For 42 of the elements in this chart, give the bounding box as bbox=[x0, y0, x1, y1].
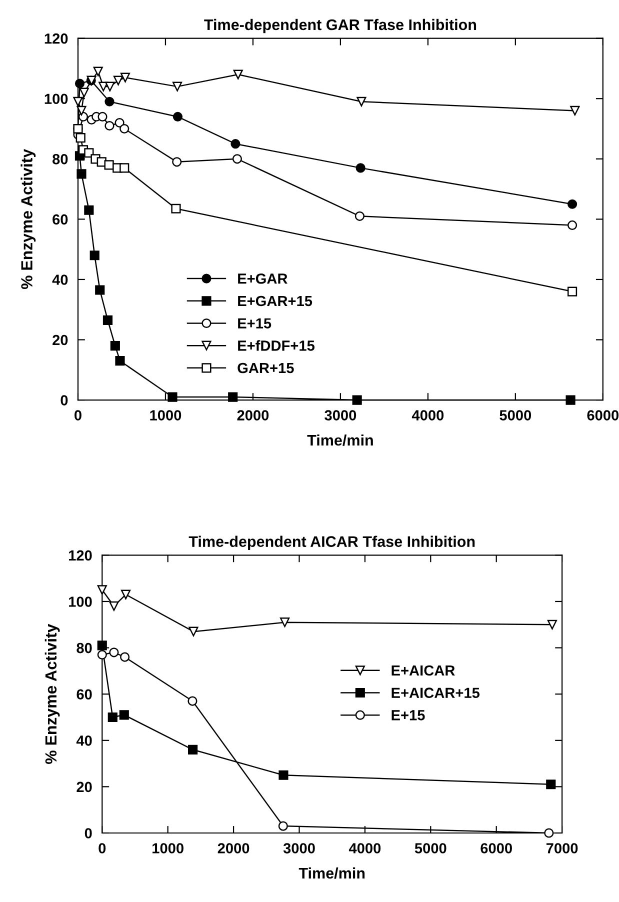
x-tick-label: 3000 bbox=[283, 843, 315, 854]
chart-title: Time-dependent GAR Tfase Inhibition bbox=[204, 18, 476, 34]
y-tick-label: 100 bbox=[44, 94, 68, 104]
x-tick-label: 7000 bbox=[546, 843, 578, 854]
x-tick-label: 5000 bbox=[500, 410, 532, 420]
chart-title: Time-dependent AICAR Tfase Inhibition bbox=[188, 536, 475, 550]
y-axis-title: % Enzyme Activity bbox=[44, 624, 60, 764]
x-tick-label: 1000 bbox=[150, 410, 182, 420]
x-tick-label: 2000 bbox=[218, 843, 250, 854]
legend-label: E+15 bbox=[238, 318, 272, 328]
y-tick-label: 60 bbox=[76, 689, 92, 700]
y-tick-label: 100 bbox=[69, 596, 92, 607]
legend-label: E+fDDF+15 bbox=[238, 340, 315, 351]
legend-label: E+AICAR+15 bbox=[392, 688, 480, 698]
y-tick-label: 0 bbox=[60, 395, 68, 406]
x-tick-label: 6000 bbox=[480, 843, 512, 854]
legend-label: E+AICAR bbox=[392, 665, 455, 676]
x-axis-title: Time/min bbox=[307, 434, 373, 446]
x-tick-label: 0 bbox=[98, 843, 106, 854]
legend-label: E+GAR bbox=[238, 273, 288, 284]
legend-label: E+GAR+15 bbox=[238, 296, 312, 306]
legend-label: E+15 bbox=[392, 710, 425, 720]
y-tick-label: 20 bbox=[52, 334, 68, 346]
x-tick-label: 6000 bbox=[587, 410, 619, 420]
x-tick-label: 1000 bbox=[152, 843, 184, 854]
y-tick-label: 40 bbox=[52, 274, 68, 285]
y-tick-label: 60 bbox=[52, 214, 68, 225]
y-tick-label: 20 bbox=[76, 782, 92, 792]
y-axis-title: % Enzyme Activity bbox=[20, 149, 36, 290]
x-tick-label: 5000 bbox=[414, 843, 446, 854]
x-tick-label: 4000 bbox=[348, 843, 381, 854]
y-tick-label: 120 bbox=[69, 550, 92, 561]
y-tick-label: 120 bbox=[44, 33, 68, 44]
x-tick-label: 2000 bbox=[237, 410, 269, 420]
y-tick-label: 40 bbox=[76, 735, 92, 746]
y-tick-label: 0 bbox=[84, 828, 92, 838]
y-tick-label: 80 bbox=[52, 154, 68, 164]
x-axis-title: Time/min bbox=[298, 867, 365, 879]
y-tick-label: 80 bbox=[76, 642, 92, 654]
legend-label: GAR+15 bbox=[238, 362, 294, 374]
x-tick-label: 3000 bbox=[324, 410, 356, 420]
x-tick-label: 4000 bbox=[412, 410, 444, 420]
